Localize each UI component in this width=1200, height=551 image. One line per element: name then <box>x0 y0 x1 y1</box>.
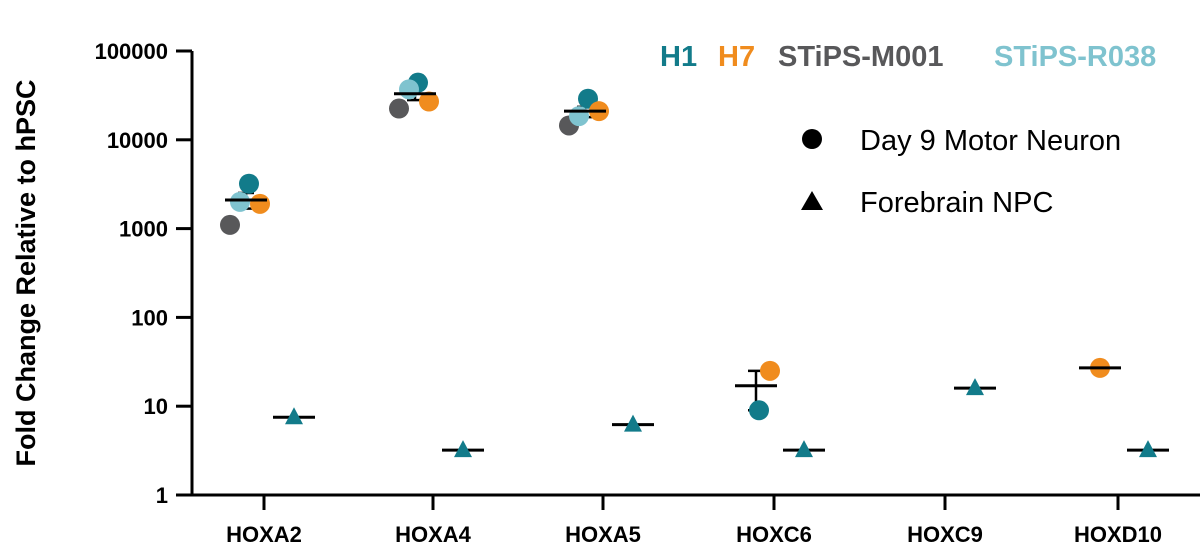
y-tick-label: 1000 <box>119 217 168 242</box>
y-tick-label: 10000 <box>107 128 168 153</box>
y-axis-label: Fold Change Relative to hPSC <box>11 79 41 466</box>
x-tick-label: HOXA2 <box>226 522 302 547</box>
data-point-triangle <box>1139 440 1157 458</box>
data-point-circle <box>569 106 589 127</box>
y-tick-label: 10 <box>144 394 168 419</box>
chart-marks <box>220 72 1169 458</box>
data-point-circle <box>389 98 409 119</box>
data-point-triangle <box>454 440 472 458</box>
data-point-triangle <box>795 440 813 458</box>
y-tick-label: 100000 <box>95 39 168 64</box>
series-label-h7: H7 <box>718 41 755 73</box>
cell-line-legend: H1 H7 STiPS-M001 STiPS-R038 <box>660 41 1156 73</box>
x-tick-label: HOXC9 <box>907 522 983 547</box>
legend-label-forebrain-npc: Forebrain NPC <box>860 187 1053 219</box>
data-point-triangle <box>966 378 984 396</box>
data-point-circle <box>760 360 780 381</box>
legend-circle-marker <box>802 129 822 149</box>
condition-legend: Day 9 Motor Neuron Forebrain NPC <box>801 125 1121 219</box>
series-label-stips-m001: STiPS-M001 <box>778 41 943 73</box>
data-point-triangle <box>624 414 642 432</box>
data-point-circle <box>749 400 769 421</box>
x-tick-label: HOXC6 <box>736 522 812 547</box>
y-tick-label: 1 <box>156 483 168 508</box>
data-point-circle <box>419 91 439 112</box>
x-tick-label: HOXD10 <box>1074 522 1162 547</box>
x-tick-label: HOXA5 <box>565 522 641 547</box>
legend-triangle-marker <box>801 191 823 210</box>
series-label-stips-r038: STiPS-R038 <box>994 41 1156 73</box>
data-point-triangle <box>285 407 303 425</box>
series-label-h1: H1 <box>660 41 697 73</box>
data-point-circle <box>220 214 240 235</box>
y-tick-label: 100 <box>131 305 168 330</box>
x-tick-label: HOXA4 <box>395 522 472 547</box>
axes: 1 10 100 1000 10000 100000 HOXA2 HOXA4 HOXA5 HOXC… <box>95 39 1200 547</box>
data-point-circle <box>230 191 250 212</box>
data-point-circle <box>399 79 419 100</box>
data-point-circle <box>239 173 259 194</box>
legend-label-motor-neuron: Day 9 Motor Neuron <box>860 125 1121 157</box>
data-point-circle <box>250 193 270 214</box>
